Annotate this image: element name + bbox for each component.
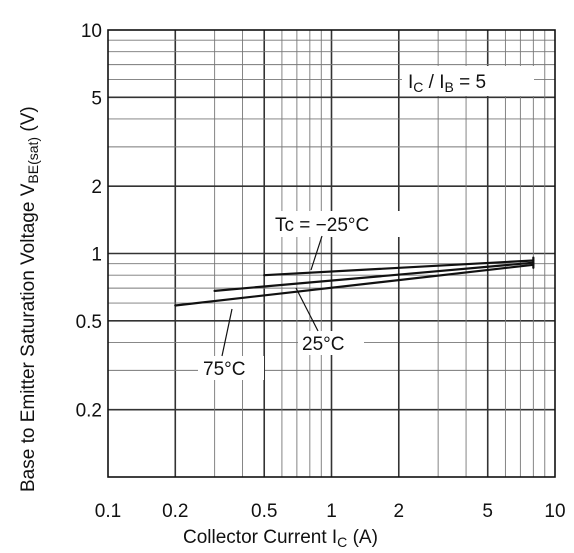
- series-label-bg-tc: [270, 211, 416, 237]
- x-tick-label: 0.5: [251, 501, 277, 522]
- condition-label: IC / IB = 5: [408, 72, 486, 95]
- series-group: [174, 256, 535, 307]
- y-tick-label: 2: [91, 177, 102, 198]
- y-tick-label: 10: [81, 21, 102, 42]
- condition-box: [402, 66, 534, 96]
- y-tick-label: 5: [91, 88, 102, 109]
- series-label-bg-25: [298, 331, 364, 355]
- series-label-tc-minus25: Tc = −25°C: [275, 215, 369, 236]
- x-tick-label: 5: [482, 501, 493, 522]
- x-tick-label: 0.2: [162, 501, 188, 522]
- x-tick-label: 0.1: [95, 501, 121, 522]
- x-tick-label: 1: [326, 501, 337, 522]
- x-tick-label: 2: [393, 501, 404, 522]
- y-axis-title: Base to Emitter Saturation Voltage VBE(s…: [18, 106, 41, 492]
- series-label-25c: 25°C: [302, 334, 344, 355]
- series-label-75c: 75°C: [203, 359, 245, 380]
- leader-tc-minus25: [310, 235, 323, 271]
- grid: [108, 30, 555, 477]
- series-line-0: [263, 259, 535, 277]
- series-line-2: [174, 263, 535, 307]
- y-tick-labels: 10 5 2 1 0.5 0.2: [76, 21, 102, 422]
- y-tick-label: 0.5: [76, 312, 102, 333]
- x-tick-label: 10: [544, 501, 565, 522]
- leader-75c: [221, 308, 233, 357]
- leader-25c: [295, 287, 319, 332]
- series-line-1: [213, 261, 535, 292]
- plot-frame: [107, 29, 556, 478]
- series-label-bg-75: [198, 356, 264, 380]
- x-tick-labels: 0.1 0.2 0.5 1 2 5 10: [95, 501, 566, 522]
- y-tick-label: 0.2: [76, 401, 102, 422]
- x-axis-title: Collector Current IC (A): [183, 527, 378, 550]
- y-tick-label: 1: [91, 245, 102, 266]
